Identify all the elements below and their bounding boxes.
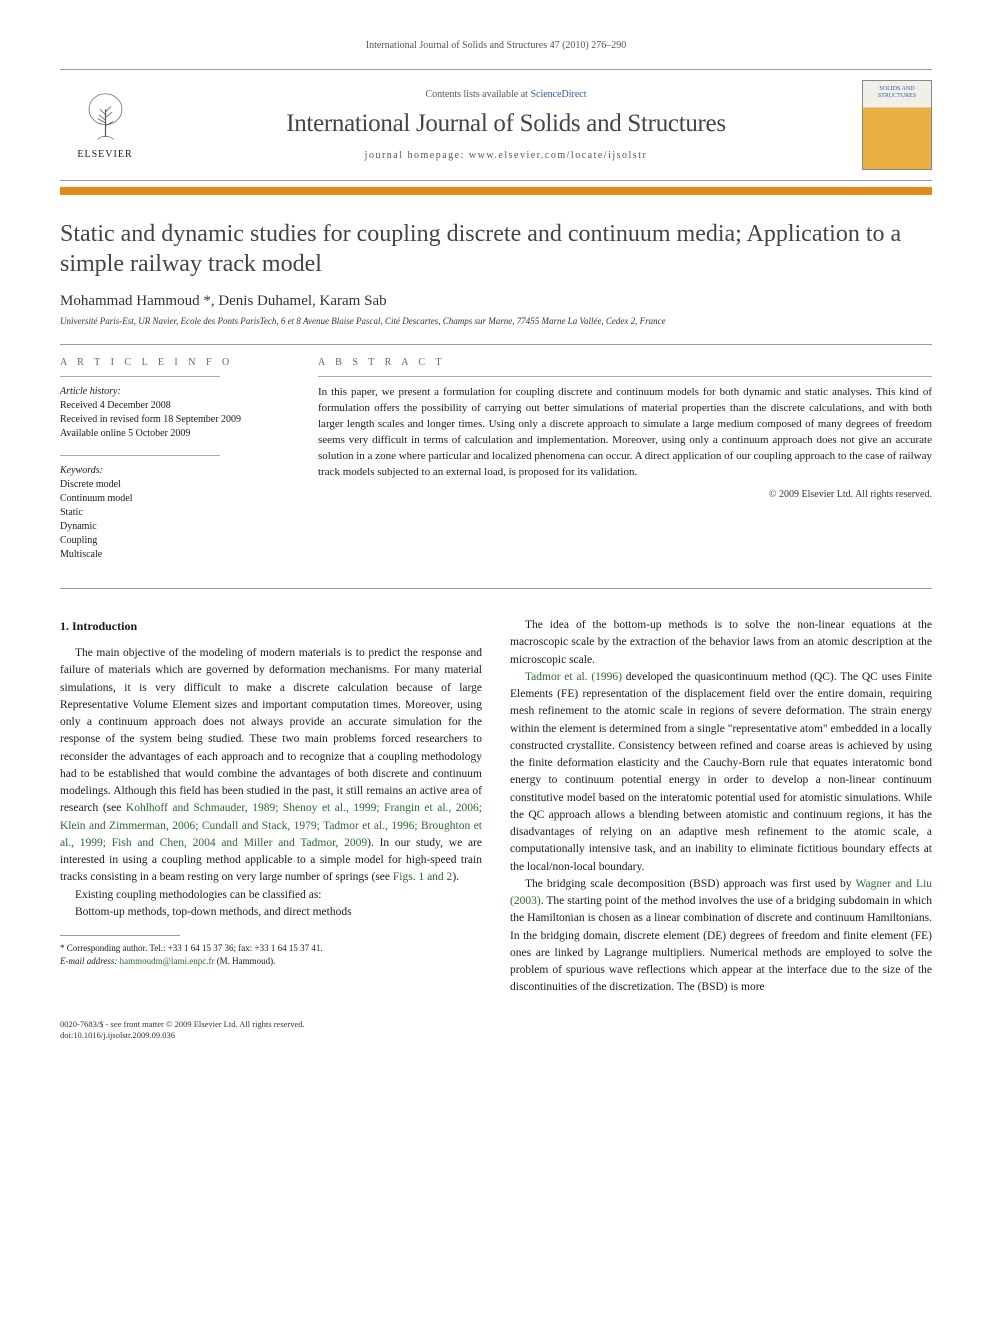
email-who: (M. Hammoud).: [214, 956, 275, 966]
footnote-separator: [60, 935, 180, 936]
section-heading: 1. Introduction: [60, 617, 482, 635]
paragraph: Tadmor et al. (1996) developed the quasi…: [510, 669, 932, 876]
abstract-text: In this paper, we present a formulation …: [318, 385, 932, 481]
history-line: Received 4 December 2008: [60, 399, 282, 413]
home-prefix: journal homepage:: [365, 150, 469, 161]
footer-doi: doi:10.1016/j.ijsolstr.2009.09.036: [60, 1030, 932, 1041]
article-title: Static and dynamic studies for coupling …: [60, 219, 932, 279]
contents-prefix: Contents lists available at: [425, 89, 530, 100]
keyword: Dynamic: [60, 520, 282, 534]
article-info-head: A R T I C L E I N F O: [60, 357, 282, 368]
history-label: Article history:: [60, 385, 282, 399]
keyword: Discrete model: [60, 478, 282, 492]
page-footer: 0020-7683/$ - see front matter © 2009 El…: [60, 1019, 932, 1042]
elsevier-tree-icon: [78, 90, 133, 145]
banner-center: Contents lists available at ScienceDirec…: [150, 89, 862, 161]
info-rule: [60, 455, 220, 456]
keyword: Multiscale: [60, 548, 282, 562]
body-columns: 1. Introduction The main objective of th…: [60, 617, 932, 997]
corresponding-footnote: * Corresponding author. Tel.: +33 1 64 1…: [60, 942, 482, 967]
footnote-line: E-mail address: hammoudm@lami.enpc.fr (M…: [60, 955, 482, 968]
publisher-name: ELSEVIER: [77, 149, 132, 160]
left-column: 1. Introduction The main objective of th…: [60, 617, 482, 997]
keyword: Static: [60, 506, 282, 520]
abstract-copyright: © 2009 Elsevier Ltd. All rights reserved…: [318, 489, 932, 500]
sciencedirect-link[interactable]: ScienceDirect: [530, 89, 586, 100]
text-run: ).: [452, 871, 459, 883]
text-run: The bridging scale decomposition (BSD) a…: [525, 878, 856, 890]
journal-banner: ELSEVIER Contents lists available at Sci…: [60, 69, 932, 181]
article-info-column: A R T I C L E I N F O Article history: R…: [60, 345, 300, 588]
email-label: E-mail address:: [60, 956, 117, 966]
journal-homepage: journal homepage: www.elsevier.com/locat…: [150, 150, 862, 161]
keywords-label: Keywords:: [60, 464, 282, 478]
text-run: developed the quasicontinuum method (QC)…: [510, 671, 932, 873]
journal-cover-thumbnail: SOLIDS AND STRUCTURES: [862, 80, 932, 170]
info-abstract-row: A R T I C L E I N F O Article history: R…: [60, 344, 932, 589]
keyword: Continuum model: [60, 492, 282, 506]
orange-divider: [60, 187, 932, 195]
author-list: Mohammad Hammoud *, Denis Duhamel, Karam…: [60, 293, 932, 310]
email-link[interactable]: hammoudm@lami.enpc.fr: [120, 956, 215, 966]
history-line: Received in revised form 18 September 20…: [60, 413, 282, 427]
paragraph: The idea of the bottom-up methods is to …: [510, 617, 932, 669]
paragraph: The main objective of the modeling of mo…: [60, 645, 482, 887]
contents-available: Contents lists available at ScienceDirec…: [150, 89, 862, 100]
paragraph: Existing coupling methodologies can be c…: [60, 887, 482, 904]
keyword: Coupling: [60, 534, 282, 548]
paragraph: Bottom-up methods, top-down methods, and…: [60, 904, 482, 921]
abstract-column: A B S T R A C T In this paper, we presen…: [300, 345, 932, 588]
article-history: Article history: Received 4 December 200…: [60, 385, 282, 441]
running-header: International Journal of Solids and Stru…: [60, 40, 932, 51]
info-rule: [60, 376, 220, 377]
keywords-block: Keywords: Discrete model Continuum model…: [60, 464, 282, 562]
history-line: Available online 5 October 2009: [60, 427, 282, 441]
right-column: The idea of the bottom-up methods is to …: [510, 617, 932, 997]
figure-link[interactable]: Figs. 1 and 2: [393, 871, 452, 883]
abstract-rule: [318, 376, 932, 377]
footnote-line: * Corresponding author. Tel.: +33 1 64 1…: [60, 942, 482, 955]
abstract-head: A B S T R A C T: [318, 357, 932, 368]
cover-title: SOLIDS AND STRUCTURES: [866, 84, 928, 99]
citation-link[interactable]: Tadmor et al. (1996): [525, 671, 622, 683]
text-run: . The starting point of the method invol…: [510, 895, 932, 993]
paragraph: The bridging scale decomposition (BSD) a…: [510, 876, 932, 997]
journal-title: International Journal of Solids and Stru…: [150, 110, 862, 138]
home-url: www.elsevier.com/locate/ijsolstr: [469, 150, 647, 161]
affiliation: Université Paris-Est, UR Navier, Ecole d…: [60, 316, 932, 326]
publisher-block: ELSEVIER: [60, 90, 150, 160]
footer-line: 0020-7683/$ - see front matter © 2009 El…: [60, 1019, 932, 1030]
text-run: The main objective of the modeling of mo…: [60, 647, 482, 814]
